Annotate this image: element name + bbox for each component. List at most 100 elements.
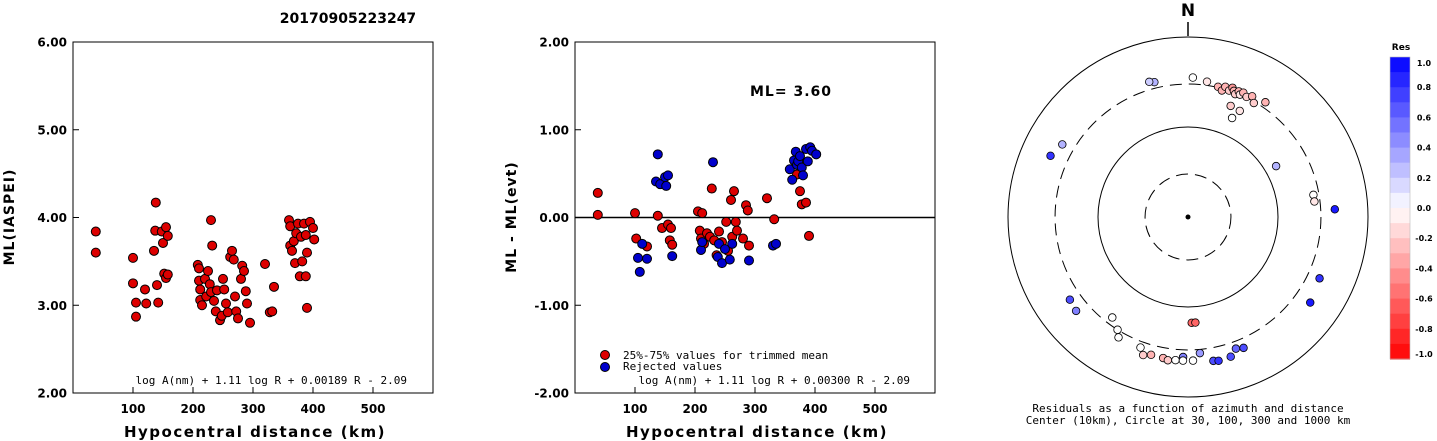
polar-residual-plot: N Residuals as a function of azimuth and… [1007, 1, 1369, 427]
colorbar-cell [1390, 177, 1410, 194]
data-point [197, 300, 207, 311]
data-point [708, 157, 718, 168]
station-point [1226, 352, 1235, 361]
data-point [230, 291, 240, 302]
station-point [1138, 350, 1148, 360]
colorbar-cell [1390, 117, 1410, 134]
data-point [297, 256, 308, 267]
data-point [637, 238, 648, 249]
data-point [771, 238, 781, 249]
data-point [194, 263, 204, 274]
data-point [219, 284, 230, 295]
data-point [729, 186, 739, 197]
data-point [592, 187, 603, 198]
y-axis-label: ML - ML(evt) [504, 161, 520, 272]
colorbar-cell [1390, 192, 1410, 209]
data-point [633, 252, 643, 263]
station-point [1188, 73, 1198, 82]
x-axis-label: Hypocentral distance (km) [626, 423, 888, 441]
colorbar-ticks: 1.0 0.8 0.6 0.4 0.2 0.0 -0.2 -0.4 -0.6 -0.8 -1.0 [1415, 59, 1433, 359]
station-point [1071, 306, 1081, 316]
station-point [1227, 113, 1237, 123]
center-point [1185, 214, 1191, 220]
axis-ticks: 100 200 300 400 500 2.00 3.00 4.00 5.00 6.00 [37, 36, 385, 417]
data-point [732, 225, 742, 236]
data-point [663, 170, 673, 181]
station-point [1108, 313, 1117, 322]
station-point [1191, 318, 1200, 327]
x-tick-label: 100 [622, 402, 647, 416]
colorbar-cell [1390, 162, 1410, 179]
station-point [1146, 350, 1156, 360]
data-point [131, 297, 141, 308]
data-point [667, 239, 678, 250]
x-tick-label: 200 [180, 402, 205, 416]
colorbar-tick-label: 0.2 [1417, 174, 1431, 183]
data-point [209, 295, 219, 306]
colorbar-cell [1390, 328, 1410, 345]
data-point [798, 170, 808, 181]
station-point [1195, 348, 1205, 358]
station-point [1214, 356, 1223, 365]
legend-marker-rejected [600, 362, 610, 372]
data-point [128, 278, 138, 289]
data-point [630, 208, 640, 219]
station-point [1171, 355, 1180, 365]
data-point [239, 266, 249, 277]
data-point [742, 205, 753, 216]
colorbar-cell [1390, 132, 1410, 149]
station-point [1306, 298, 1315, 307]
y-tick-label: 2.00 [37, 387, 67, 401]
station-point [1310, 197, 1319, 206]
data-point [240, 286, 251, 297]
data-point [661, 180, 672, 191]
data-point [801, 197, 811, 208]
data-point [195, 284, 206, 295]
data-point [162, 269, 173, 280]
data-points [90, 197, 320, 328]
x-tick-label: 100 [120, 402, 145, 416]
colorbar-tick-label: 0.4 [1417, 144, 1432, 153]
data-point [141, 298, 152, 309]
data-point [140, 284, 150, 295]
data-point [706, 183, 717, 194]
data-point [667, 251, 678, 262]
data-point [153, 297, 164, 308]
data-point [206, 215, 216, 226]
y-tick-label: 2.00 [539, 36, 569, 50]
colorbar-cell [1390, 102, 1410, 118]
station-point [1113, 325, 1122, 334]
station-point [1188, 356, 1198, 365]
data-point [260, 259, 270, 270]
station-point [1136, 343, 1145, 352]
colorbar-tick-label: -0.8 [1415, 325, 1433, 334]
x-tick-label: 300 [240, 402, 265, 416]
x-tick-label: 400 [802, 402, 827, 416]
data-point [287, 245, 297, 256]
polar-caption-line1: Residuals as a function of azimuth and d… [1032, 402, 1343, 415]
station-point [1271, 161, 1281, 171]
data-point [744, 255, 754, 266]
colorbar-tick-label: -0.6 [1415, 295, 1433, 304]
station-point [1145, 77, 1154, 87]
colorbar-tick-label: 0.6 [1417, 113, 1432, 122]
data-point [128, 252, 138, 263]
station-point [1249, 98, 1259, 108]
data-point [714, 226, 724, 237]
station-point [1114, 333, 1123, 342]
colorbar-cell [1390, 208, 1410, 224]
colorbar-cell [1390, 57, 1410, 73]
ring-1000km [1007, 36, 1369, 398]
ring-100km [1097, 126, 1279, 308]
y-tick-label: -2.00 [534, 387, 569, 401]
station-point [1046, 151, 1055, 160]
y-axis-label: ML(IASPEI) [2, 169, 18, 266]
data-point [158, 237, 168, 248]
ml-distance-plot: 100 200 300 400 500 2.00 3.00 4.00 5.00 6.00 ML(I… [2, 36, 434, 441]
colorbar-cell [1390, 87, 1410, 103]
polar-caption-line2: Center (10km), Circle at 30, 100, 300 an… [1026, 414, 1351, 427]
data-point [131, 311, 141, 322]
colorbar-cell [1390, 298, 1410, 315]
station-point [1239, 343, 1248, 353]
colorbar-frame [1389, 56, 1411, 360]
